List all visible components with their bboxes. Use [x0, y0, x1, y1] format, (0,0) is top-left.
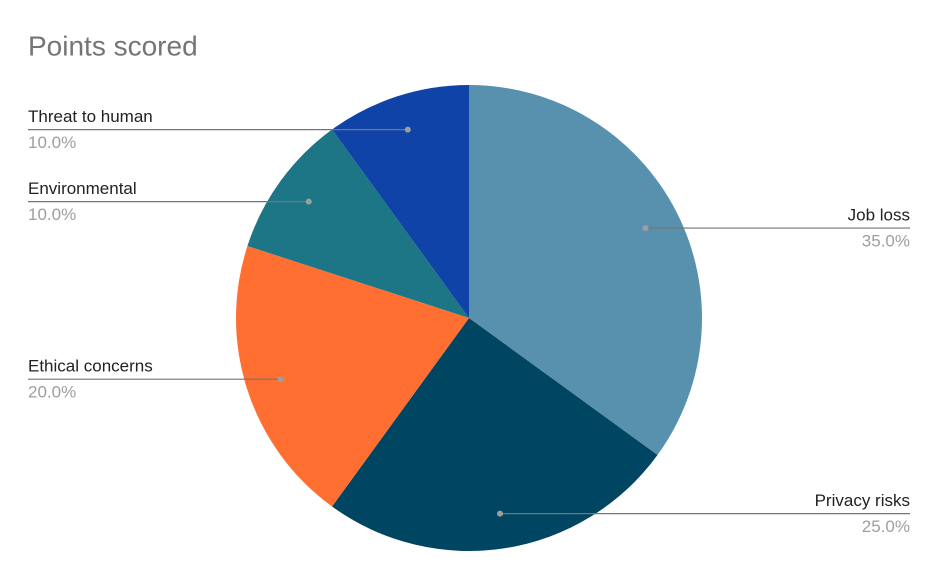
slice-value-label: 35.0%	[862, 232, 910, 251]
slice-label: Environmental	[28, 179, 137, 198]
slice-label: Job loss	[848, 206, 910, 225]
leader-dot	[277, 376, 284, 383]
leader-dot	[642, 225, 649, 232]
slice-label: Privacy risks	[815, 491, 910, 510]
slice-value-label: 10.0%	[28, 133, 76, 152]
leader-dot	[404, 126, 411, 133]
slice-label: Ethical concerns	[28, 357, 153, 376]
pie-slice	[332, 85, 469, 318]
leader-dot	[496, 510, 503, 517]
slice-value-label: 10.0%	[28, 205, 76, 224]
slice-label: Threat to human	[28, 107, 153, 126]
pie-slice	[469, 85, 702, 455]
pie-slice	[332, 318, 658, 551]
chart-title: Points scored	[28, 30, 198, 61]
slice-value-label: 20.0%	[28, 383, 76, 402]
pie-slice	[247, 129, 469, 318]
slice-value-label: 25.0%	[862, 517, 910, 536]
pie-slice	[236, 245, 469, 507]
leader-dot	[305, 198, 312, 205]
